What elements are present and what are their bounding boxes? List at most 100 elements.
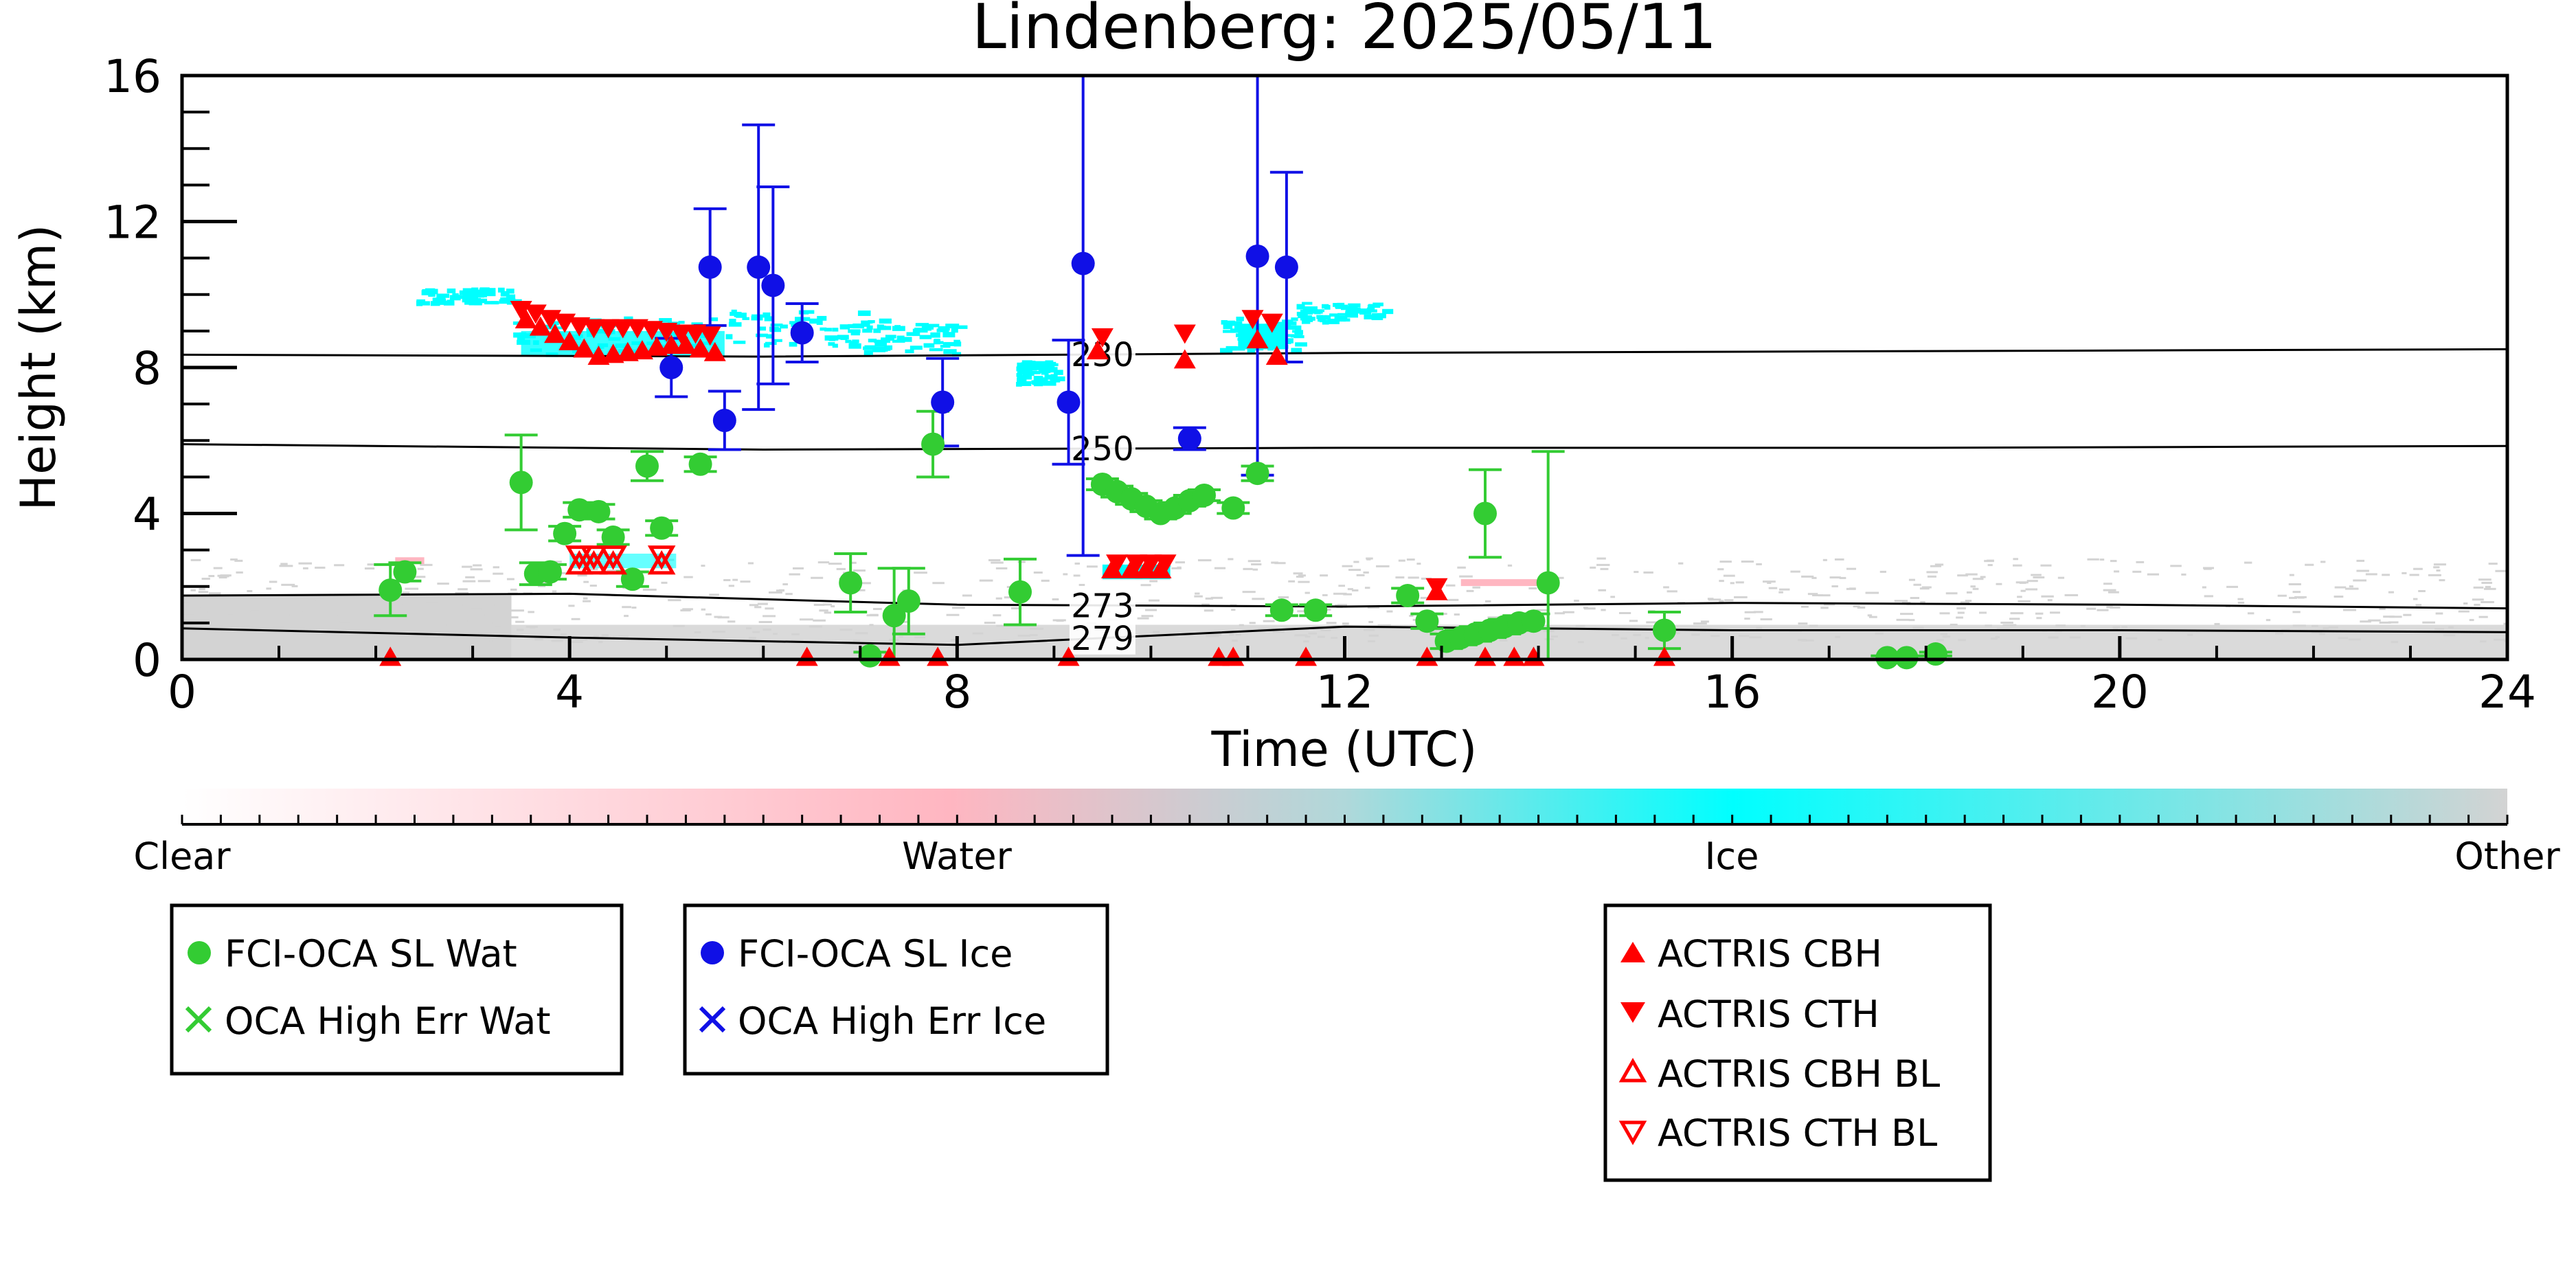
bg-other-speck xyxy=(1667,590,1677,593)
bg-other-speck xyxy=(193,598,201,601)
bg-other-speck xyxy=(1272,631,1285,633)
bg-other-speck xyxy=(2356,569,2369,572)
bg-other-speck xyxy=(2069,636,2081,639)
cth-marker xyxy=(1125,554,1148,574)
bg-other-speck xyxy=(1041,579,1050,582)
y-tick-label: 4 xyxy=(133,488,161,541)
bg-other-speck xyxy=(1768,587,1778,589)
bg-other-speck xyxy=(1017,561,1026,563)
bg-other-speck xyxy=(1934,563,1944,566)
bg-other-speck xyxy=(1865,591,1879,594)
bg-other-speck xyxy=(642,588,657,591)
bg-other-speck xyxy=(2448,626,2454,629)
bg-other-speck xyxy=(1990,637,1998,640)
bg-other-speck xyxy=(1723,574,1735,577)
bg-ice-speck xyxy=(912,332,920,337)
bg-ice-speck xyxy=(1368,304,1381,308)
bg-other-speck xyxy=(1575,624,1585,627)
bg-other-speck xyxy=(979,579,993,582)
bg-other-speck xyxy=(1367,606,1380,609)
bg-other-speck xyxy=(1288,580,1296,583)
bg-ice-speck xyxy=(794,317,803,323)
bg-other-speck xyxy=(1846,567,1856,570)
colorbar-label-clear: Clear xyxy=(133,835,231,878)
bg-other-speck xyxy=(1406,558,1415,561)
bg-other-speck xyxy=(1278,596,1289,598)
bg-ice-speck xyxy=(943,349,957,354)
bg-other-speck xyxy=(2292,611,2301,613)
bg-ice-speck xyxy=(447,289,456,293)
bg-other-speck xyxy=(442,611,454,614)
bg-other-speck xyxy=(2247,612,2255,615)
bg-other-speck xyxy=(962,594,972,597)
bg-other-speck xyxy=(932,582,945,585)
bg-other-speck xyxy=(2418,590,2426,593)
bg-other-speck xyxy=(1596,563,1610,566)
bg-ice-speck xyxy=(1223,324,1233,330)
bg-other-speck xyxy=(768,591,782,594)
bg-other-speck xyxy=(2292,591,2301,594)
bg-ice-speck xyxy=(863,321,870,327)
bg-other-speck xyxy=(1029,634,1038,637)
bg-other-speck xyxy=(2047,599,2053,602)
bg-other-speck xyxy=(898,635,903,638)
bg-other-speck xyxy=(762,629,772,631)
bg-other-speck xyxy=(1141,615,1153,618)
bg-other-speck xyxy=(1214,567,1226,569)
bg-ice-speck xyxy=(881,337,891,343)
bg-ice-speck xyxy=(436,293,450,298)
bg-other-speck xyxy=(266,587,272,590)
bg-other-speck xyxy=(279,565,293,567)
bg-other-speck xyxy=(1942,635,1951,638)
bg-ice-speck xyxy=(879,326,892,330)
bg-other-speck xyxy=(1231,609,1236,611)
bg-other-speck xyxy=(914,636,925,639)
bg-other-speck xyxy=(1643,571,1653,574)
bg-other-speck xyxy=(273,624,285,627)
bg-other-speck xyxy=(1153,631,1160,633)
bg-other-speck xyxy=(752,631,760,633)
bg-other-speck xyxy=(683,576,693,578)
legend-label-cth-bl: ACTRIS CTH BL xyxy=(1658,1111,1937,1155)
bg-other-speck xyxy=(1204,609,1214,612)
bg-ice-speck xyxy=(866,325,873,330)
bg-other-speck xyxy=(624,615,629,618)
bg-other-speck xyxy=(1297,610,1307,613)
bg-ice-speck xyxy=(1030,365,1038,369)
bg-other-speck xyxy=(748,637,756,640)
bg-ice-speck xyxy=(479,287,490,292)
bg-other-speck xyxy=(243,623,251,626)
bg-other-speck xyxy=(2323,626,2329,629)
bg-other-speck xyxy=(1980,576,1986,578)
bg-other-speck xyxy=(2379,608,2386,611)
cth-marker xyxy=(670,324,692,344)
bg-ice-speck xyxy=(817,315,827,321)
bg-other-speck xyxy=(379,627,389,630)
bg-ice-speck xyxy=(751,315,763,321)
bg-ice-speck xyxy=(1300,309,1309,313)
bg-other-speck xyxy=(2334,596,2344,598)
bg-ice-speck xyxy=(473,293,484,298)
bg-other-speck xyxy=(1945,592,1958,595)
bg-other-speck xyxy=(392,635,405,637)
x-tick-label: 16 xyxy=(1704,666,1761,719)
cbh-marker xyxy=(1149,558,1172,578)
bg-ice-speck xyxy=(1371,315,1383,321)
bg-ice-speck xyxy=(1322,319,1329,325)
bg-other-speck xyxy=(217,574,222,577)
bg-ice-speck xyxy=(877,324,884,330)
bg-other-speck xyxy=(389,611,395,614)
bg-other-speck xyxy=(2338,637,2349,640)
bg-other-speck xyxy=(622,606,631,609)
bg-ice-speck xyxy=(450,296,461,300)
bg-other-speck xyxy=(2214,622,2220,625)
bg-other-speck xyxy=(2463,602,2468,605)
bg-other-speck xyxy=(465,576,475,578)
x-tick-label: 20 xyxy=(2091,666,2149,719)
bg-other-speck xyxy=(2226,585,2238,588)
cth-marker xyxy=(1140,554,1162,574)
bg-ice-speck xyxy=(848,324,855,328)
data-point xyxy=(620,567,644,591)
